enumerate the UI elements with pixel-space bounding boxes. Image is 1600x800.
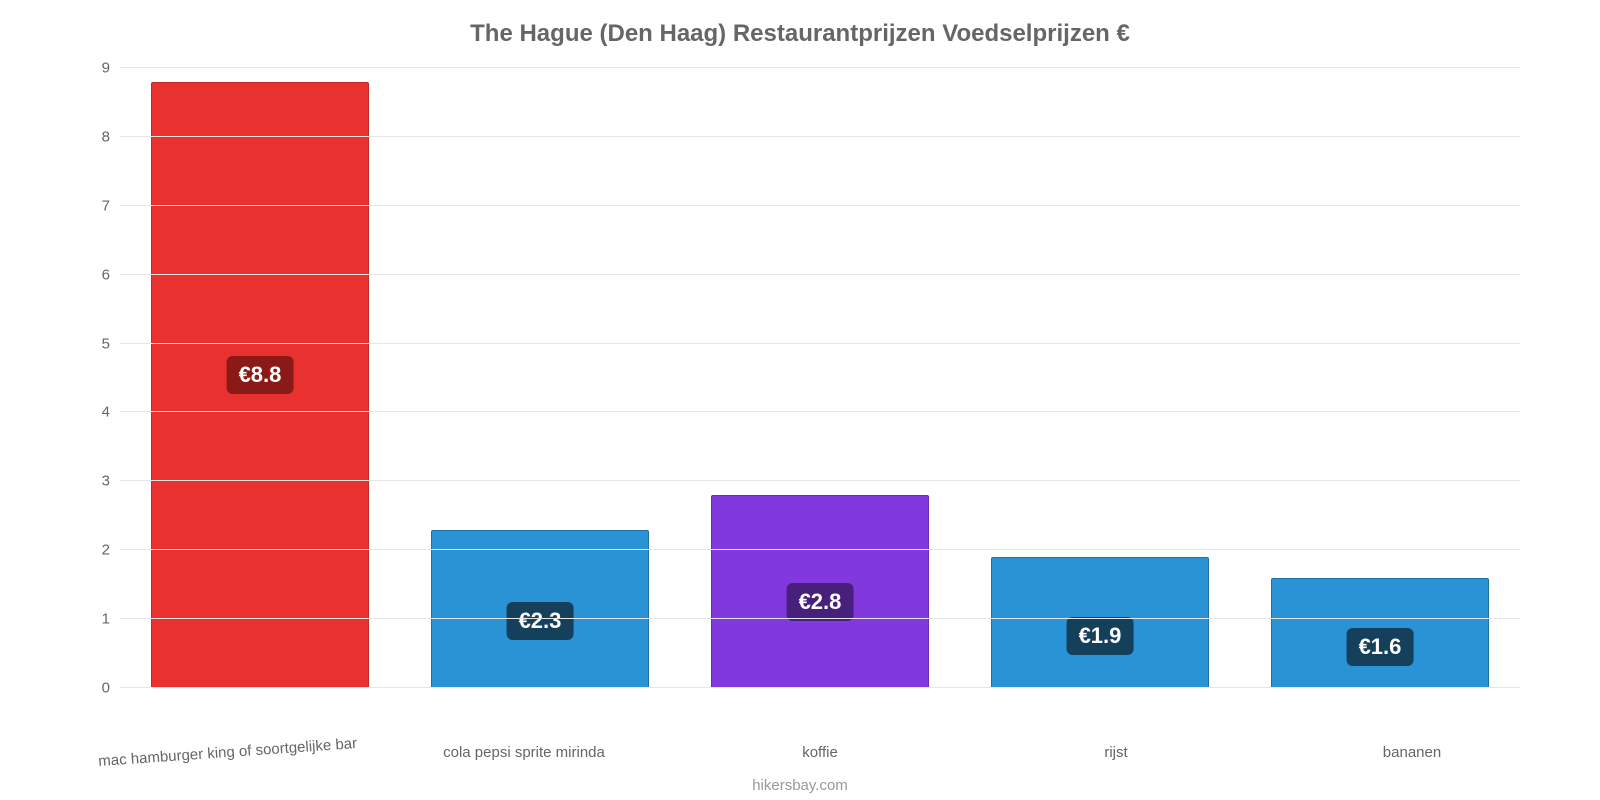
gridline: [120, 687, 1520, 688]
y-tick-label: 9: [70, 60, 110, 77]
y-tick-label: 3: [70, 473, 110, 490]
bar-slot: €2.3: [400, 68, 680, 688]
bar-value-label: €1.9: [1067, 617, 1134, 655]
bar-slot: €1.9: [960, 68, 1240, 688]
gridline: [120, 343, 1520, 344]
gridline: [120, 411, 1520, 412]
y-tick-label: 1: [70, 611, 110, 628]
bar: €2.3: [431, 530, 649, 688]
y-tick-label: 7: [70, 197, 110, 214]
y-tick-label: 6: [70, 266, 110, 283]
x-axis-label: bananen: [1264, 744, 1560, 770]
bar: €1.9: [991, 557, 1209, 688]
bar: €8.8: [151, 82, 369, 688]
bar-slot: €8.8: [120, 68, 400, 688]
y-tick-label: 8: [70, 128, 110, 145]
x-axis-label: rijst: [968, 744, 1264, 770]
bar-value-label: €1.6: [1347, 628, 1414, 666]
x-axis-label: koffie: [672, 744, 968, 770]
gridline: [120, 618, 1520, 619]
gridline: [120, 136, 1520, 137]
bar: €2.8: [711, 495, 929, 688]
attribution: hikersbay.com: [0, 777, 1600, 794]
chart-title: The Hague (Den Haag) Restaurantprijzen V…: [40, 20, 1560, 48]
gridline: [120, 274, 1520, 275]
plot-area: 0123456789 €8.8€2.3€2.8€1.9€1.6: [120, 68, 1520, 688]
y-tick-label: 2: [70, 542, 110, 559]
y-tick-label: 5: [70, 335, 110, 352]
x-axis-labels: mac hamburger king of soortgelijke barco…: [80, 744, 1560, 770]
bar-value-label: €8.8: [227, 356, 294, 394]
x-axis-label: cola pepsi sprite mirinda: [376, 744, 672, 770]
bar: €1.6: [1271, 578, 1489, 688]
bar-value-label: €2.8: [787, 583, 854, 621]
gridline: [120, 67, 1520, 68]
price-bar-chart: The Hague (Den Haag) Restaurantprijzen V…: [0, 0, 1600, 800]
y-tick-label: 4: [70, 404, 110, 421]
bars-row: €8.8 €2.3 €2.8 €1.9 €1.6: [120, 68, 1520, 688]
x-axis-label: mac hamburger king of soortgelijke bar: [79, 734, 376, 781]
gridline: [120, 480, 1520, 481]
bar-slot: €1.6: [1240, 68, 1520, 688]
y-axis: 0123456789: [70, 68, 110, 688]
y-tick-label: 0: [70, 680, 110, 697]
bar-value-label: €2.3: [507, 602, 574, 640]
gridline: [120, 549, 1520, 550]
bar-slot: €2.8: [680, 68, 960, 688]
gridline: [120, 205, 1520, 206]
